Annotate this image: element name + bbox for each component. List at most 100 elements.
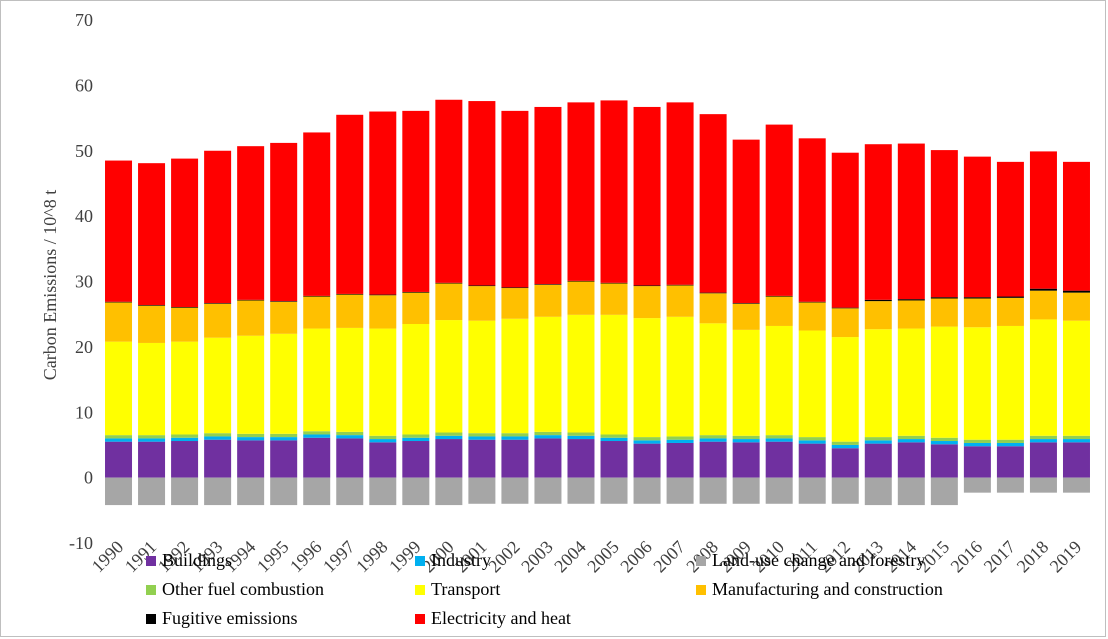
bar-segment-buildings-2012	[831, 448, 859, 478]
bar-segment-manufacturing-and-construction-1995	[270, 301, 298, 334]
bar-segment-land-use-change-and-forestry-2012	[831, 477, 859, 504]
bar-segment-industry-1991	[138, 438, 166, 442]
bar-segment-buildings-1993	[204, 439, 232, 478]
bar-segment-buildings-2000	[435, 439, 463, 478]
bar-segment-manufacturing-and-construction-1998	[369, 295, 397, 329]
bar-segment-electricity-and-heat-2008	[699, 114, 727, 293]
bar-segment-manufacturing-and-construction-1997	[336, 294, 364, 328]
bar-segment-buildings-2015	[930, 444, 958, 478]
bar-segment-fugitive-emissions-2018	[1029, 288, 1057, 291]
bar-segment-land-use-change-and-forestry-2006	[633, 477, 661, 504]
bar-segment-transport-2007	[666, 316, 694, 437]
bar-segment-manufacturing-and-construction-1990	[105, 302, 133, 342]
bar-segment-land-use-change-and-forestry-1992	[171, 477, 199, 506]
x-tick-label: 2017	[980, 537, 1020, 577]
bar-segment-manufacturing-and-construction-1996	[303, 296, 331, 329]
bar-segment-buildings-1999	[402, 441, 430, 478]
bar-segment-other-fuel-combustion-2019	[1062, 435, 1090, 440]
bar-segment-electricity-and-heat-2000	[435, 99, 463, 283]
bar-segment-fugitive-emissions-1997	[336, 293, 364, 295]
bar-segment-other-fuel-combustion-1990	[105, 435, 133, 439]
bar-segment-other-fuel-combustion-1999	[402, 434, 430, 438]
bar-segment-industry-2008	[699, 438, 727, 442]
bar-segment-land-use-change-and-forestry-2009	[732, 477, 760, 504]
bar-segment-land-use-change-and-forestry-2017	[996, 477, 1024, 493]
bar-segment-land-use-change-and-forestry-1990	[105, 477, 133, 506]
bar-segment-industry-2006	[633, 440, 661, 444]
bar-segment-transport-2010	[765, 325, 793, 436]
bar-segment-other-fuel-combustion-2015	[930, 437, 958, 442]
x-tick-label: 2010	[748, 537, 788, 577]
bar-segment-manufacturing-and-construction-2004	[567, 281, 595, 315]
bar-segment-other-fuel-combustion-2000	[435, 432, 463, 436]
bar-segment-electricity-and-heat-1996	[303, 132, 331, 296]
bar-segment-fugitive-emissions-2016	[963, 297, 991, 299]
bar-segment-land-use-change-and-forestry-1994	[237, 477, 265, 506]
bar-segment-manufacturing-and-construction-2018	[1029, 290, 1057, 320]
bar-segment-industry-2018	[1029, 439, 1057, 443]
bar-segment-manufacturing-and-construction-2002	[501, 288, 529, 319]
bar-segment-other-fuel-combustion-2005	[600, 434, 628, 438]
bar-segment-industry-2000	[435, 435, 463, 440]
bar-segment-electricity-and-heat-2018	[1029, 151, 1057, 289]
bar-segment-fugitive-emissions-2012	[831, 307, 859, 309]
bar-segment-industry-2005	[600, 437, 628, 442]
bar-segment-fugitive-emissions-1992	[171, 306, 199, 308]
bar-segment-buildings-1998	[369, 442, 397, 478]
bar-segment-other-fuel-combustion-2018	[1029, 435, 1057, 440]
bar-segment-fugitive-emissions-1994	[237, 299, 265, 301]
bar-segment-fugitive-emissions-1993	[204, 303, 232, 304]
bar-segment-fugitive-emissions-2005	[600, 282, 628, 284]
x-tick-label: 2014	[881, 537, 921, 577]
x-tick-label: 1992	[154, 537, 194, 577]
x-tick-label: 2001	[451, 537, 491, 577]
bar-segment-electricity-and-heat-1991	[138, 163, 166, 306]
bar-segment-other-fuel-combustion-2012	[831, 441, 859, 445]
bar-segment-industry-2007	[666, 439, 694, 443]
bar-segment-buildings-1990	[105, 441, 133, 478]
y-tick-label: 50	[75, 141, 93, 161]
bar-segment-land-use-change-and-forestry-1997	[336, 477, 364, 506]
bar-segment-industry-2004	[567, 435, 595, 440]
x-tick-label: 2019	[1046, 537, 1086, 577]
bar-segment-electricity-and-heat-1994	[237, 146, 265, 300]
x-tick-label: 2009	[715, 537, 755, 577]
bar-segment-land-use-change-and-forestry-2008	[699, 477, 727, 504]
bar-segment-transport-1996	[303, 328, 331, 432]
bar-segment-manufacturing-and-construction-2007	[666, 285, 694, 317]
bar-segment-land-use-change-and-forestry-2004	[567, 477, 595, 504]
bar-segment-fugitive-emissions-2015	[930, 297, 958, 299]
bar-segment-land-use-change-and-forestry-2001	[468, 477, 496, 504]
bar-segment-land-use-change-and-forestry-1995	[270, 477, 298, 506]
bar-segment-manufacturing-and-construction-2011	[798, 302, 826, 331]
bar-segment-industry-1996	[303, 434, 331, 438]
bar-segment-buildings-2008	[699, 441, 727, 478]
bar-segment-manufacturing-and-construction-2014	[897, 300, 925, 329]
y-tick-label: 10	[75, 402, 93, 422]
x-tick-label: 2015	[914, 537, 954, 577]
bar-segment-buildings-2010	[765, 441, 793, 478]
bar-segment-electricity-and-heat-1995	[270, 142, 298, 302]
bar-segment-electricity-and-heat-2009	[732, 139, 760, 304]
bar-segment-buildings-1997	[336, 438, 364, 478]
bar-segment-fugitive-emissions-2010	[765, 295, 793, 297]
bar-segment-other-fuel-combustion-2014	[897, 435, 925, 440]
bar-segment-manufacturing-and-construction-1999	[402, 292, 430, 324]
x-tick-label: 1998	[352, 537, 392, 577]
bar-segment-land-use-change-and-forestry-1991	[138, 477, 166, 506]
bar-segment-transport-2012	[831, 337, 859, 442]
bar-segment-manufacturing-and-construction-1993	[204, 303, 232, 338]
bar-segment-transport-1994	[237, 335, 265, 434]
y-axis: -10 0 10 20 30 40 50 60 70	[69, 10, 93, 553]
bar-segment-other-fuel-combustion-2008	[699, 435, 727, 439]
bar-segment-other-fuel-combustion-2004	[567, 432, 595, 436]
bar-segment-buildings-2005	[600, 441, 628, 478]
x-tick-label: 1995	[253, 537, 293, 577]
bar-segment-manufacturing-and-construction-2012	[831, 308, 859, 338]
bar-segment-electricity-and-heat-2002	[501, 110, 529, 288]
bar-segment-transport-2016	[963, 327, 991, 440]
bar-segment-electricity-and-heat-1997	[336, 114, 364, 294]
bar-segment-fugitive-emissions-2014	[897, 299, 925, 301]
bar-segment-buildings-2014	[897, 442, 925, 478]
